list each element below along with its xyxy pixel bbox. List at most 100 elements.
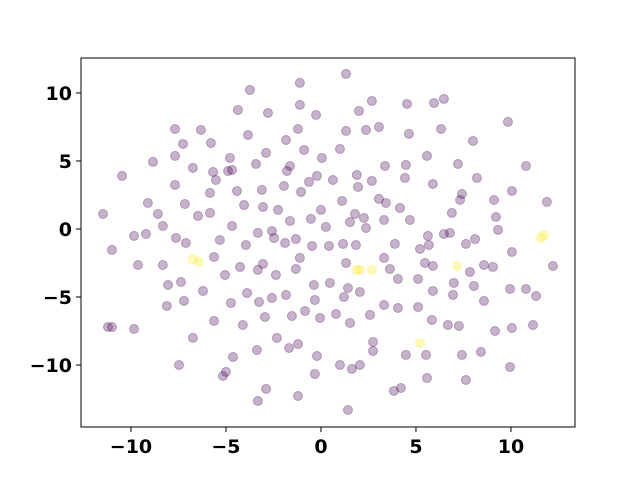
scatter-point <box>271 332 282 343</box>
scatter-point <box>280 237 291 248</box>
scatter-point <box>368 336 379 347</box>
scatter-point <box>142 197 153 208</box>
scatter-point <box>334 143 345 154</box>
scatter-point <box>427 178 438 189</box>
scatter-point <box>324 277 335 288</box>
scatter-point <box>163 280 174 291</box>
scatter-point <box>223 166 234 177</box>
scatter-point <box>262 107 273 118</box>
scatter-point <box>361 223 371 234</box>
scatter-point <box>290 263 301 274</box>
scatter-point <box>309 294 320 305</box>
x-tick-label: 10 <box>498 436 524 458</box>
scatter-point <box>252 396 263 407</box>
scatter-point <box>217 370 228 381</box>
scatter-point <box>311 109 322 120</box>
scatter-point <box>174 359 185 370</box>
scatter-point <box>342 404 353 415</box>
scatter-point <box>243 129 254 140</box>
scatter-point <box>157 220 168 231</box>
scatter-point <box>399 172 410 183</box>
scatter-point <box>266 292 277 303</box>
scatter-point <box>285 215 295 226</box>
scatter-point <box>414 243 425 254</box>
scatter-point <box>170 123 181 134</box>
scatter-point <box>304 176 314 187</box>
scatter-point <box>442 319 453 330</box>
scatter-point <box>395 203 406 214</box>
scatter-point <box>214 234 225 245</box>
scatter-point <box>349 209 360 220</box>
scatter-point <box>446 207 457 218</box>
scatter-point <box>231 186 242 197</box>
scatter-point <box>490 211 501 222</box>
scatter-point <box>460 238 471 249</box>
scatter-point <box>209 315 219 326</box>
scatter-point <box>478 295 489 306</box>
scatter-point <box>290 234 301 245</box>
scatter-point <box>180 237 191 248</box>
scatter-point <box>520 160 531 171</box>
scatter-point <box>402 98 413 109</box>
scatter-point <box>334 359 345 370</box>
scatter-point <box>323 240 334 251</box>
scatter-point <box>294 77 305 88</box>
scatter-point <box>404 214 415 225</box>
scatter-point <box>389 238 400 249</box>
x-tick-label: 0 <box>314 436 327 458</box>
scatter-point <box>224 152 235 163</box>
scatter-point <box>106 322 117 333</box>
scatter-point <box>502 116 513 127</box>
scatter-point <box>366 264 377 275</box>
y-tick-label: 10 <box>46 83 72 105</box>
scatter-point <box>535 232 546 243</box>
scatter-point <box>330 308 341 319</box>
scatter-point <box>278 180 289 191</box>
scatter-point <box>452 260 463 271</box>
scatter-point <box>395 382 406 393</box>
scatter-point <box>148 156 159 167</box>
scatter-point <box>422 230 433 241</box>
scatter-point <box>178 295 189 306</box>
scatter-point <box>384 263 395 274</box>
scatter-point <box>337 195 348 206</box>
scatter-point <box>429 98 440 109</box>
scatter-point <box>364 309 375 320</box>
scatter-point <box>413 302 424 313</box>
scatter-point <box>187 162 198 173</box>
scatter-point <box>471 172 482 183</box>
scatter-point <box>266 226 277 237</box>
scatter-point <box>475 346 486 357</box>
scatter-point <box>252 227 263 238</box>
scatter-point <box>240 240 251 251</box>
scatter-point <box>350 240 361 251</box>
scatter-point <box>315 312 326 323</box>
scatter-point <box>315 204 326 215</box>
plot-points <box>98 68 558 415</box>
scatter-point <box>179 198 190 209</box>
scatter-point <box>98 209 109 220</box>
scatter-point <box>414 337 425 348</box>
scatter-point <box>106 244 117 255</box>
scatter-point <box>453 320 464 331</box>
scatter-point <box>292 339 303 350</box>
scatter-point <box>258 258 269 269</box>
scatter-point <box>400 349 411 360</box>
scatter-point <box>250 158 261 169</box>
scatter-point <box>373 121 384 132</box>
scatter-point <box>209 251 219 262</box>
scatter-point <box>354 359 365 370</box>
scatter-point <box>354 264 365 275</box>
scatter-point <box>170 150 181 161</box>
scatter-point <box>296 186 307 197</box>
scatter-point <box>427 260 438 271</box>
scatter-point <box>239 200 250 211</box>
scatter-point <box>281 135 292 146</box>
scatter-point <box>448 289 459 300</box>
scatter-point <box>345 317 356 328</box>
scatter-point <box>392 302 403 313</box>
scatter-point <box>547 260 558 271</box>
scatter-point <box>341 125 352 136</box>
